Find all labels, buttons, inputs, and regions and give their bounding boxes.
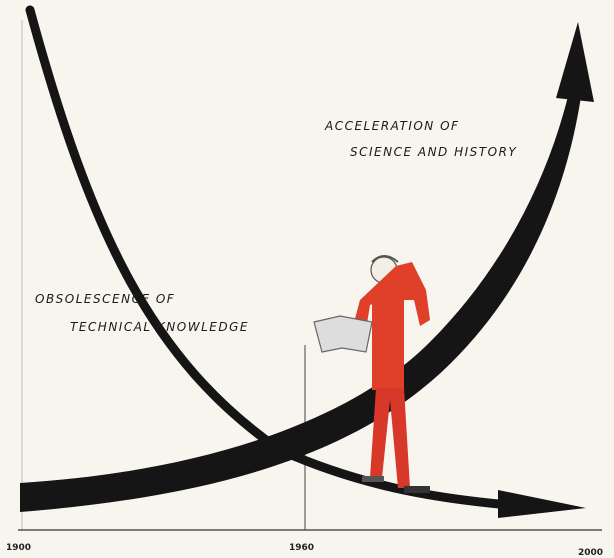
annotation: SCIENCE AND HISTORY [350, 145, 517, 159]
acceleration-curve [20, 88, 582, 512]
x-label: 1960 [289, 543, 314, 553]
obsolescence-curve [25, 5, 525, 511]
arrowhead [556, 22, 594, 102]
x-label: 1900 [6, 543, 31, 553]
arrowhead [498, 490, 586, 518]
x-label: 2000 [578, 548, 603, 558]
annotation: OBSOLESCENCE OF [35, 292, 175, 306]
annotation: ACCELERATION OF [324, 119, 459, 133]
figure [313, 255, 430, 493]
annotation: TECHNICAL KNOWLEDGE [70, 320, 249, 334]
